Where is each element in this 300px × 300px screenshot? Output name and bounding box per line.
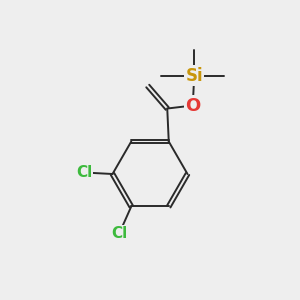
Text: O: O: [185, 97, 200, 115]
Text: Si: Si: [185, 67, 203, 85]
Text: Cl: Cl: [111, 226, 128, 241]
Text: Cl: Cl: [76, 165, 92, 180]
